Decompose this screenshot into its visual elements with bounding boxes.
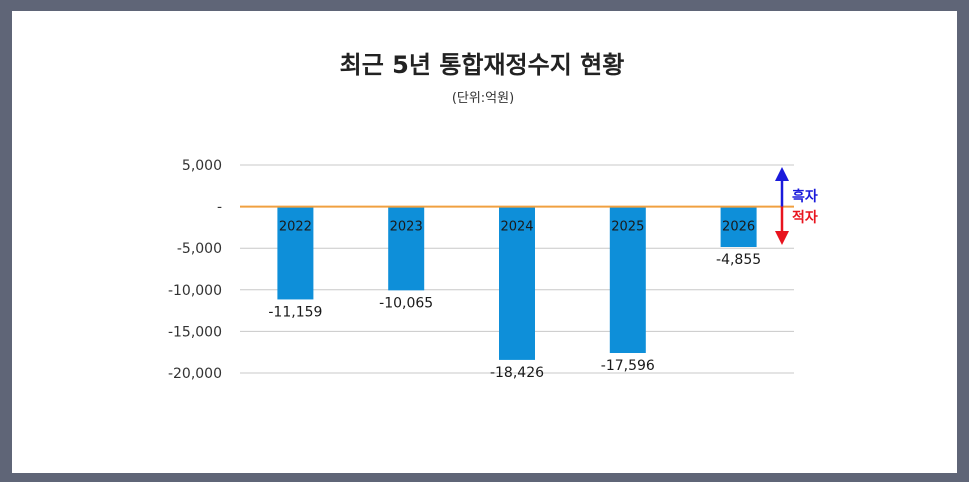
labels: 2022 -11,159 2023 -10,065 2024 -18,426 2025 -17… (268, 220, 761, 381)
value-label: -18,426 (490, 365, 544, 381)
category-label: 2023 (390, 220, 423, 235)
bar-2026 (720, 206, 757, 247)
y-axis-ticks: 5,000 - -5,000 -10,000 -15,000 -20,000 (168, 158, 222, 382)
category-label: 2025 (611, 220, 644, 235)
legend-deficit-label: 적자 (792, 209, 818, 226)
y-tick-label: - (217, 200, 222, 216)
chart-card: 최근 5년 통합재정수지 현황 (단위:억원) 5,000 - -5,000 -10,… (12, 11, 957, 473)
category-label: 2026 (722, 220, 755, 235)
category-label: 2024 (500, 220, 533, 235)
legend-surplus-label: 흑자 (792, 188, 818, 205)
y-tick-label: -15,000 (168, 324, 222, 340)
arrow-up-icon (775, 167, 789, 181)
chart-subtitle: (단위:억원) (452, 91, 514, 106)
value-label: -4,855 (716, 252, 761, 268)
bar-2022 (277, 206, 314, 300)
category-label: 2022 (279, 220, 312, 235)
bar-2023 (388, 206, 425, 291)
bar-2025 (609, 206, 646, 353)
y-tick-label: -5,000 (177, 241, 222, 257)
value-label: -11,159 (268, 304, 322, 320)
chart-title: 최근 5년 통합재정수지 현황 (340, 51, 625, 79)
arrow-down-icon (775, 231, 789, 245)
chart-svg: 최근 5년 통합재정수지 현황 (단위:억원) 5,000 - -5,000 -10,… (168, 51, 818, 382)
value-label: -17,596 (601, 358, 655, 374)
y-tick-label: -10,000 (168, 283, 222, 299)
y-tick-label: -20,000 (168, 366, 222, 382)
bar-2024 (499, 206, 535, 360)
bars (277, 206, 757, 360)
y-tick-label: 5,000 (182, 158, 222, 174)
value-label: -10,065 (379, 295, 433, 311)
